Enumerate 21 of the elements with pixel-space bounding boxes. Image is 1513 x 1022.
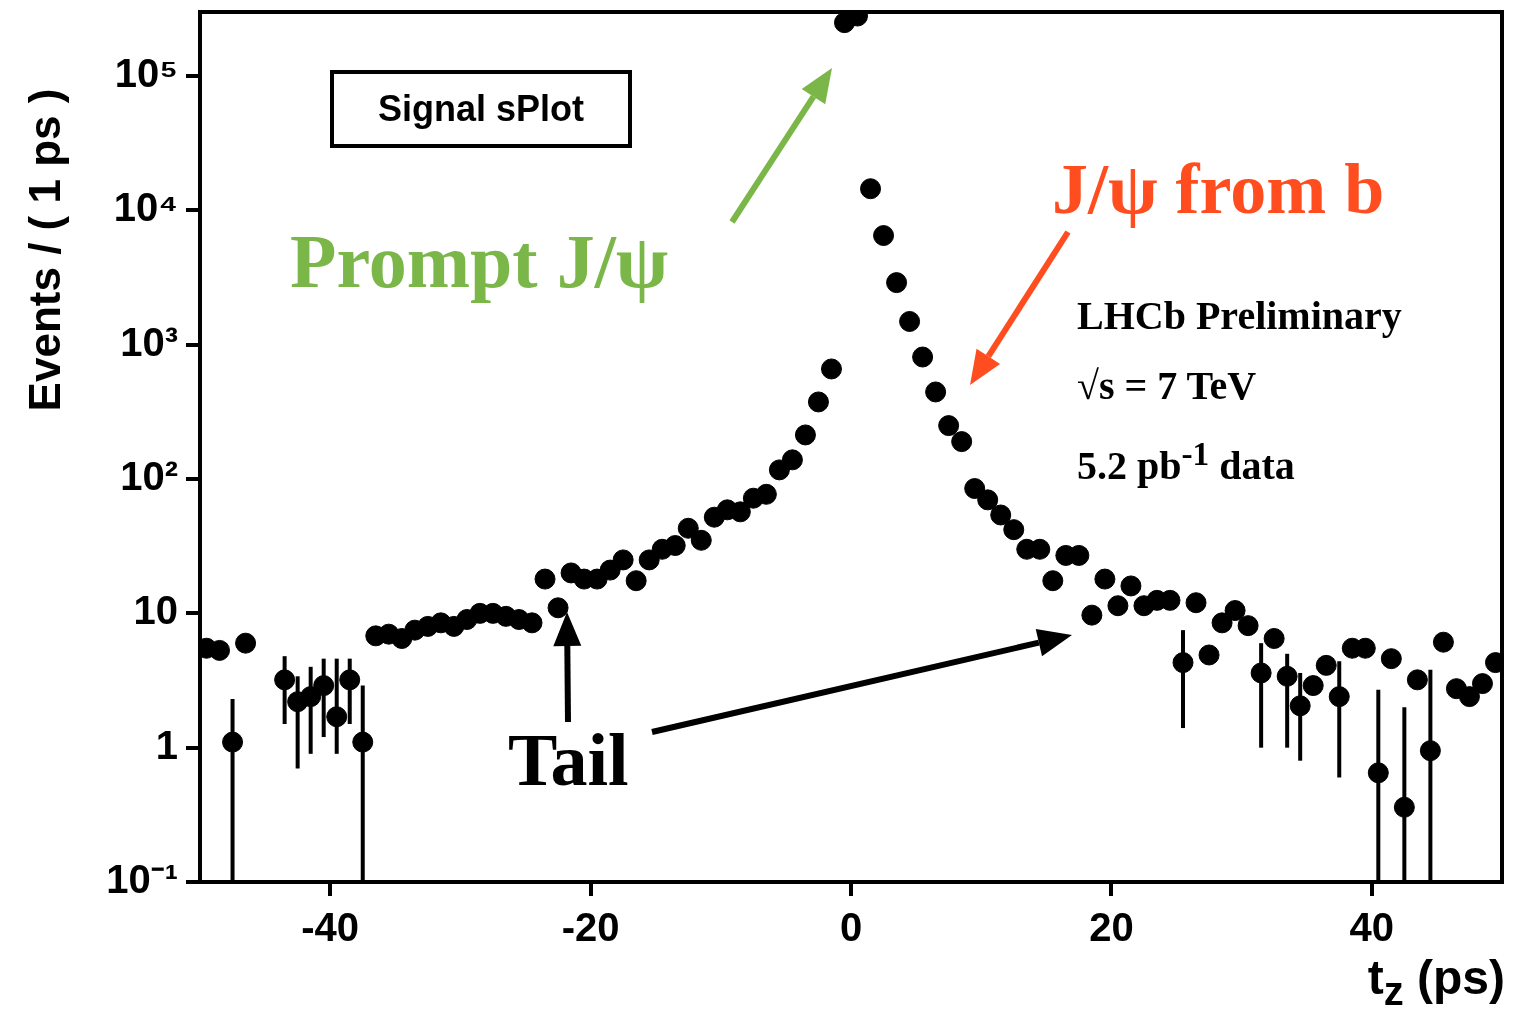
annotation: Signal sPlot xyxy=(330,70,633,148)
y-axis-title: Events / ( 1 ps ) xyxy=(20,88,70,412)
y-tick-label: 10 xyxy=(133,588,178,633)
x-tick-label: 20 xyxy=(1089,905,1134,950)
annotation: 5.2 pb$^{-1}$ data xyxy=(1077,435,1295,490)
y-tick-label: 10⁴ xyxy=(113,185,178,230)
y-tick-label: 10² xyxy=(120,454,178,499)
annotation: √s = 7 TeV xyxy=(1077,362,1257,409)
x-tick-label: 0 xyxy=(839,905,863,950)
x-axis-title: t$_{z}$ (ps) xyxy=(1367,950,1505,1014)
annotation: LHCb Preliminary xyxy=(1077,292,1402,339)
y-tick-label: 10⁵ xyxy=(114,51,178,96)
x-tick-label: -40 xyxy=(301,905,360,950)
y-tick-label: 1 xyxy=(155,722,178,767)
annotation: Prompt J/ψ xyxy=(290,218,669,305)
y-tick-label: 10⁻¹ xyxy=(106,857,178,902)
y-tick-label: 10³ xyxy=(120,319,178,364)
x-tick-label: 40 xyxy=(1349,905,1395,950)
annotation: J/ψ from b xyxy=(1052,148,1385,231)
x-tick-label: -20 xyxy=(561,905,620,950)
annotation: Tail xyxy=(508,718,629,803)
